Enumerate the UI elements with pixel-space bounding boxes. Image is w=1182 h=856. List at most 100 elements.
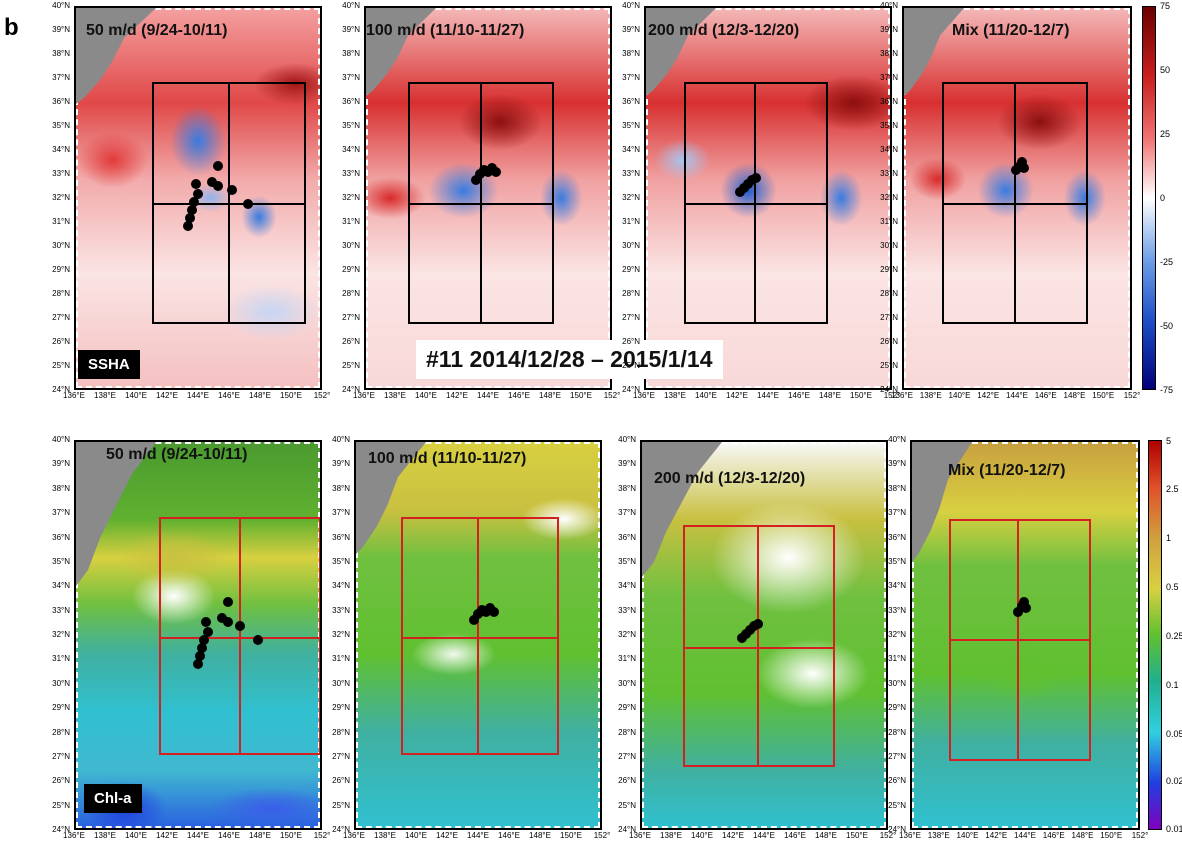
ssha-label: SSHA — [78, 350, 140, 379]
chla-map-3-lon-tick: 144°E — [753, 831, 775, 840]
ssha-map-1-lat-tick: 39°N — [52, 25, 70, 34]
ssha-map-4-lon-tick: 146°E — [1034, 391, 1057, 400]
ssha-map-1-lat-tick: 36°N — [52, 97, 70, 106]
ssha-map-1 — [74, 6, 322, 390]
ssha-map-4-lat-tick: 28°N — [880, 289, 898, 298]
ssha-map-3-lon-tick: 140°E — [695, 391, 717, 400]
chla-map-1-lat-tick: 35°N — [52, 556, 70, 566]
chla-map-4-lat-tick: 27°N — [888, 751, 906, 761]
ssha-map-3-lat-tick: 40°N — [622, 1, 640, 10]
ssha-map-4-lat-tick: 30°N — [880, 241, 898, 250]
chla-map-1-lon-tick: 144°E — [187, 831, 209, 840]
ssha-map-1-lat-tick: 25°N — [52, 361, 70, 370]
chla-map-1-lon-tick: 146°E — [218, 831, 240, 840]
ssha-map-3-lat-tick: 31°N — [622, 217, 640, 226]
chla-map-1-lat-tick: 34°N — [52, 581, 70, 591]
chla-map-4-lat-tick: 25°N — [888, 800, 906, 810]
ssha-map-2 — [364, 6, 612, 390]
ssha-map-4-lat-tick: 40°N — [880, 1, 898, 10]
ssha-map-4-lat-tick: 32°N — [880, 193, 898, 202]
ssha-map-3-lat-tick: 37°N — [622, 73, 640, 82]
chla-map-3-lon-tick: 150°E — [846, 831, 868, 840]
chla-map-4-lat-tick: 24°N — [888, 825, 906, 834]
ssha-map-4-lat-tick: 26°N — [880, 337, 898, 346]
float-track — [735, 173, 761, 197]
ssha-map-3-lat-tick: 35°N — [622, 121, 640, 130]
chla-map-4-lat-tick: 32°N — [888, 630, 906, 639]
ssha-map-2-lat-tick: 26°N — [342, 337, 360, 346]
chla-panel-3: 200 m/d (12/3-12/20) — [606, 432, 891, 852]
ssha-map-2-lat-tick: 40°N — [342, 1, 360, 10]
chla-map-4 — [910, 440, 1140, 830]
study-box-hcenter — [684, 203, 828, 205]
ssha-map-1-lat-tick: 40°N — [52, 1, 70, 10]
float-track — [471, 163, 501, 185]
ssha-cbar-tick-2: 25 — [1160, 129, 1171, 139]
chla-map-1-lon-tick: 142°E — [156, 831, 178, 840]
ssha-map-3-lon-tick: 138°E — [664, 391, 686, 400]
chla-map-1-lat-tick: 39°N — [52, 459, 70, 469]
chla-map-2-lat-tick: 30°N — [332, 678, 350, 688]
chla-map-4-lon-tick: 140°E — [956, 831, 979, 840]
float-track — [1011, 157, 1029, 175]
study-box — [159, 517, 320, 755]
ssha-map-1-lon-tick: 140°E — [125, 391, 147, 400]
period-title: #11 2014/12/28 – 2015/1/14 — [416, 340, 723, 379]
chla-label: Chl-a — [84, 784, 142, 813]
ssha-map-4-lon-tick: 136°E — [891, 391, 913, 400]
ssha-map-4-lon-tick: 140°E — [948, 391, 971, 400]
study-box-hcenter — [408, 203, 554, 205]
ssha-panel-3-title: 200 m/d (12/3-12/20) — [648, 22, 800, 39]
chla-map-2-lat-tick: 39°N — [332, 459, 350, 469]
ssha-map-4-lat-tick: 29°N — [880, 265, 898, 274]
ssha-map-2-lat-tick: 38°N — [342, 49, 360, 58]
chla-map-4-lat-tick: 36°N — [888, 532, 906, 542]
chla-map-1-lon-tick: 140°E — [125, 831, 147, 840]
ssha-map-4-lat-tick: 31°N — [880, 217, 898, 226]
chla-map-4-lat-tick: 37°N — [888, 508, 906, 518]
chla-map-3-lat-tick: 34°N — [618, 581, 636, 591]
chla-map-3-lat-tick: 27°N — [618, 751, 636, 761]
chla-panel-4: Mix (11/20-12/7) — [876, 432, 1161, 852]
chla-map-1-lat-tick: 40°N — [52, 435, 70, 444]
chla-map-3-lat-tick: 31°N — [618, 654, 636, 664]
ssha-map-1-lon-tick: 138°E — [94, 391, 116, 400]
ssha-map-3-lon-tick: 136°E — [633, 391, 655, 400]
chla-map-3-lat-tick: 26°N — [618, 776, 636, 786]
chla-cbar-tick-5: 0.1 — [1166, 680, 1179, 690]
chla-map-3-lon-tick: 148°E — [815, 831, 837, 840]
chla-map-2 — [354, 440, 602, 830]
study-box-hcenter — [942, 203, 1088, 205]
ssha-panel-2-title: 100 m/d (11/10-11/27) — [366, 22, 525, 39]
ssha-map-4-lat-tick: 37°N — [880, 73, 898, 82]
ssha-panel-4: Mix (11/20-12/7) — [868, 0, 1153, 400]
ssha-map-4-lon-tick: 144°E — [1006, 391, 1028, 400]
chla-map-2-lon-tick: 146°E — [498, 831, 520, 840]
ssha-map-2-lat-tick: 27°N — [342, 313, 360, 322]
ssha-map-4-lon-tick: 152° — [1123, 391, 1141, 400]
ssha-map-2-lon-tick: 148°E — [539, 391, 561, 400]
ssha-map-4-lat-tick: 24°N — [880, 385, 898, 394]
chla-map-3 — [640, 440, 888, 830]
chla-cbar-tick-2: 1 — [1166, 533, 1172, 543]
chla-map-1-lat-tick: 25°N — [52, 800, 70, 810]
ssha-map-2-lon-tick: 146°E — [508, 391, 530, 400]
ssha-map-2-lon-tick: 140°E — [415, 391, 437, 400]
ssha-map-3-lat-tick: 26°N — [622, 337, 640, 346]
chla-map-2-lat-tick: 31°N — [332, 654, 350, 664]
ssha-map-4-lon-tick: 138°E — [919, 391, 942, 400]
ssha-map-3-lat-tick: 28°N — [622, 289, 640, 298]
ssha-map-3-lon-tick: 148°E — [819, 391, 841, 400]
chla-map-2-lat-tick: 27°N — [332, 751, 350, 761]
ssha-map-1-lat-tick: 38°N — [52, 49, 70, 58]
chla-map-2-lat-tick: 33°N — [332, 605, 350, 615]
ssha-panel-1: 50 m/d (9/24-10/11) — [40, 0, 325, 400]
ssha-map-1-lat-tick: 34°N — [52, 145, 70, 154]
ssha-map-4-lat-tick: 33°N — [880, 169, 898, 178]
ssha-map-3-lon-tick: 152° — [883, 391, 901, 400]
ssha-map-1-lat-tick: 30°N — [52, 241, 70, 250]
ssha-cbar-tick-5: -50 — [1160, 321, 1174, 331]
chla-map-4-lat-tick: 29°N — [888, 703, 906, 713]
chla-map-3-lon-tick: 136°E — [629, 831, 651, 840]
chla-map-1-lon-tick: 138°E — [94, 831, 116, 840]
